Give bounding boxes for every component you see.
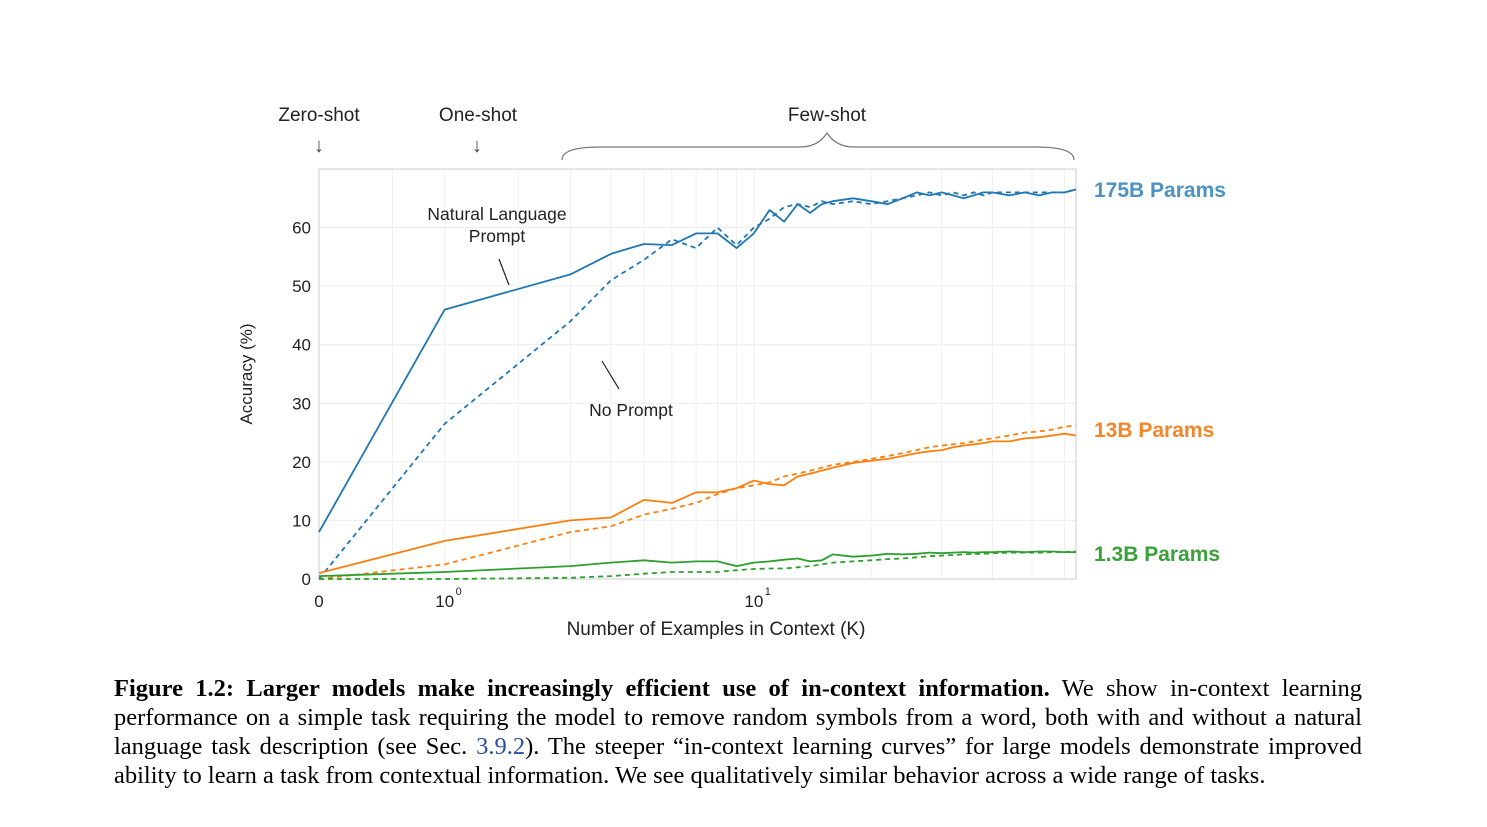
x-axis-label: Number of Examples in Context (K) [567, 619, 866, 640]
series-line-175b-no-prompt [318, 188, 1077, 580]
accuracy-chart: Zero-shot ↓ One-shot ↓ Few-shot Number o… [237, 105, 1226, 640]
y-axis-label: Accuracy (%) [237, 323, 256, 424]
natural-language-annotation-line2: Prompt [469, 226, 526, 246]
zero-shot-label: Zero-shot [278, 105, 360, 126]
y-tick-label: 0 [302, 570, 311, 589]
model-label-175b: 175B Params [1094, 179, 1226, 202]
one-shot-arrow: ↓ [472, 135, 482, 157]
few-shot-label: Few-shot [788, 105, 867, 126]
x-tick-base: 10 [744, 592, 763, 611]
x-tick-exponent: 0 [456, 586, 462, 598]
series-line-13b-natural-language [318, 432, 1077, 574]
plot-frame [318, 168, 1077, 580]
model-label-1-3b: 1.3B Params [1094, 543, 1220, 566]
series-lines [318, 188, 1077, 580]
figure-caption: Figure 1.2: Larger models make increasin… [114, 674, 1362, 790]
x-tick-exponent: 1 [765, 586, 771, 598]
no-prompt-annotation: No Prompt [589, 400, 673, 420]
zero-shot-arrow: ↓ [314, 135, 324, 157]
caption-text-2: ). The steeper “in-context learning curv… [114, 733, 1362, 789]
series-line-1-3b-no-prompt [319, 550, 1077, 580]
series-line-1-3b-natural-language [318, 550, 1076, 577]
y-tick-labels: 0 10 20 30 40 50 60 [292, 219, 311, 589]
y-tick-label: 10 [292, 511, 311, 530]
series-line-175b-natural-language [318, 188, 1077, 533]
y-tick-label: 50 [292, 277, 311, 296]
x-tick-base: 0 [314, 592, 323, 611]
section-reference-link[interactable]: 3.9.2 [476, 733, 526, 760]
y-tick-label: 20 [292, 453, 311, 472]
no-prompt-pointer [601, 360, 620, 390]
y-tick-label: 40 [292, 336, 311, 355]
few-shot-brace [561, 131, 1075, 161]
y-tick-label: 60 [292, 219, 311, 238]
natural-language-annotation-line1: Natural Language [427, 204, 566, 224]
x-tick-labels: 0 10 0 10 1 [314, 586, 771, 611]
caption-title: Figure 1.2: Larger models make increasin… [114, 675, 1050, 702]
x-tick-label: 0 [314, 592, 323, 611]
y-tick-label: 30 [292, 394, 311, 413]
grid-layer [319, 169, 1076, 580]
series-line-13b-no-prompt [318, 424, 1077, 580]
model-label-13b: 13B Params [1094, 419, 1214, 442]
x-tick-base: 10 [435, 592, 454, 611]
one-shot-label: One-shot [439, 105, 518, 126]
x-tick-label: 10 1 [744, 586, 771, 611]
caption-text-1: We show in-context learning performance … [114, 675, 1363, 760]
natural-language-pointer [498, 258, 510, 286]
x-tick-label: 10 0 [435, 586, 462, 611]
